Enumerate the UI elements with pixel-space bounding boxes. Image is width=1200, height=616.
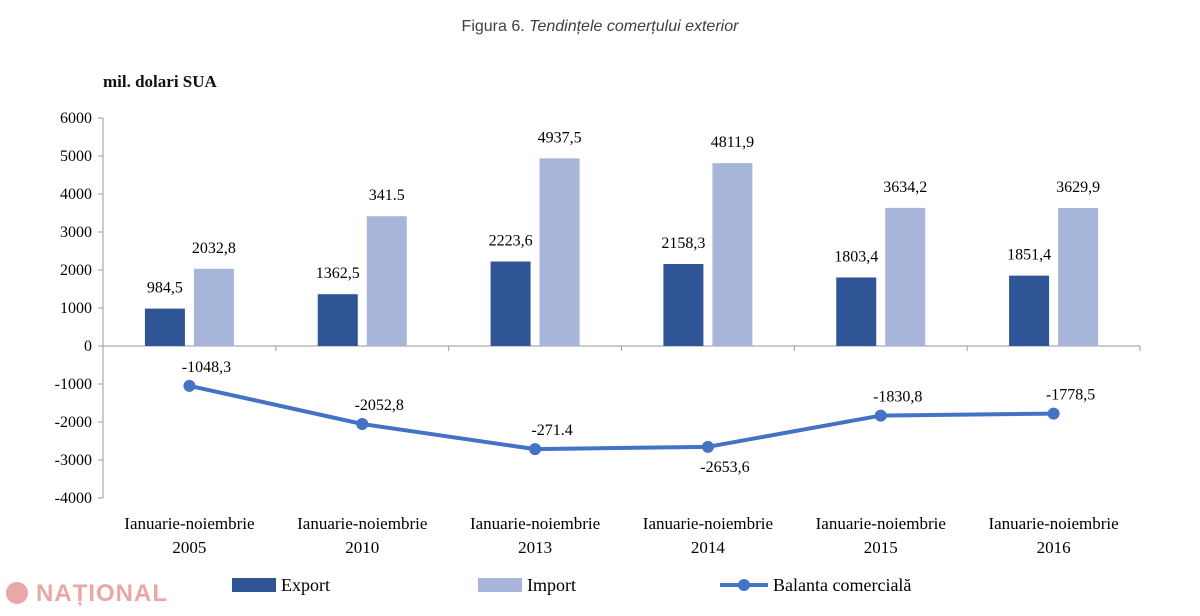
import-data-label: 4811,9	[711, 134, 754, 151]
export-data-label: 2158,3	[661, 235, 705, 252]
x-category-label: Ianuarie-noiembrie	[988, 514, 1118, 533]
import-bar	[539, 158, 580, 346]
x-category-year: 2013	[518, 538, 552, 557]
balance-data-label: -1830,8	[873, 389, 922, 406]
balance-data-label: -2653,6	[700, 459, 749, 476]
import-bar	[366, 216, 407, 346]
x-category-label: Ianuarie-noiembrie	[470, 514, 600, 533]
legend-swatch-export	[232, 578, 276, 592]
export-bar	[836, 277, 877, 346]
legend-label-balance: Balanta comercială	[773, 575, 911, 595]
import-bar	[1058, 208, 1099, 346]
caption-prefix: Figura 6.	[461, 18, 525, 35]
export-bar	[663, 263, 704, 346]
export-data-label: 1362,5	[316, 265, 360, 282]
y-tick-label: 5000	[60, 148, 92, 165]
import-data-label: 3634,2	[883, 179, 927, 196]
export-bar	[144, 308, 185, 346]
balance-point	[529, 443, 542, 456]
y-tick-label: 4000	[60, 186, 92, 203]
watermark-logo: NAȚIONAL	[6, 580, 168, 608]
x-category-year: 2005	[172, 538, 206, 557]
y-tick-label: 0	[84, 338, 92, 355]
import-bar	[885, 207, 926, 346]
balance-data-label: -1778,5	[1046, 387, 1095, 404]
y-tick-label: 3000	[60, 224, 92, 241]
x-category-year: 2015	[864, 538, 898, 557]
y-tick-label: -1000	[55, 376, 92, 393]
y-tick-label: 2000	[60, 262, 92, 279]
import-data-label: 4937,5	[538, 129, 582, 146]
export-data-label: 1803,4	[834, 248, 878, 265]
import-data-label: 341.5	[369, 187, 405, 204]
x-category-year: 2010	[345, 538, 379, 557]
export-data-label: 2223,6	[489, 233, 533, 250]
legend-swatch-balance-marker	[738, 579, 750, 591]
balance-point	[874, 409, 887, 422]
legend-label-import: Import	[527, 575, 576, 595]
export-data-label: 984,5	[147, 280, 183, 297]
x-category-year: 2016	[1037, 538, 1071, 557]
watermark-logo-icon	[6, 582, 28, 604]
x-category-label: Ianuarie-noiembrie	[643, 514, 773, 533]
import-data-label: 2032,8	[192, 240, 236, 257]
x-category-label: Ianuarie-noiembrie	[297, 514, 427, 533]
import-data-label: 3629,9	[1056, 179, 1100, 196]
import-bar	[193, 268, 234, 346]
y-tick-label: -4000	[55, 490, 92, 507]
x-category-label: Ianuarie-noiembrie	[124, 514, 254, 533]
y-tick-label: -3000	[55, 452, 92, 469]
legend-swatch-import	[478, 578, 522, 592]
y-tick-label: 6000	[60, 110, 92, 127]
balance-data-label: -271.4	[531, 422, 572, 439]
balance-point	[1047, 407, 1060, 420]
x-category-label: Ianuarie-noiembrie	[816, 514, 946, 533]
y-axis-label: mil. dolari SUA	[103, 72, 217, 91]
x-category-year: 2014	[691, 538, 726, 557]
export-bar	[317, 294, 358, 346]
import-bar	[712, 163, 753, 346]
figure-caption: Figura 6. Tendințele comerțului exterior	[0, 18, 1200, 36]
export-data-label: 1851,4	[1007, 247, 1051, 264]
export-bar	[1009, 275, 1050, 346]
balance-data-label: -2052,8	[355, 397, 404, 414]
balance-point	[183, 379, 196, 392]
legend-label-export: Export	[281, 575, 330, 595]
balance-data-label: -1048,3	[182, 359, 231, 376]
balance-point	[701, 440, 714, 453]
watermark-text: NAȚIONAL	[36, 580, 168, 607]
export-bar	[490, 261, 531, 346]
y-tick-label: 1000	[60, 300, 92, 317]
balance-point	[356, 418, 369, 431]
y-tick-label: -2000	[55, 414, 92, 431]
balance-line	[188, 383, 1054, 452]
caption-title: Tendințele comerțului exterior	[529, 18, 739, 35]
